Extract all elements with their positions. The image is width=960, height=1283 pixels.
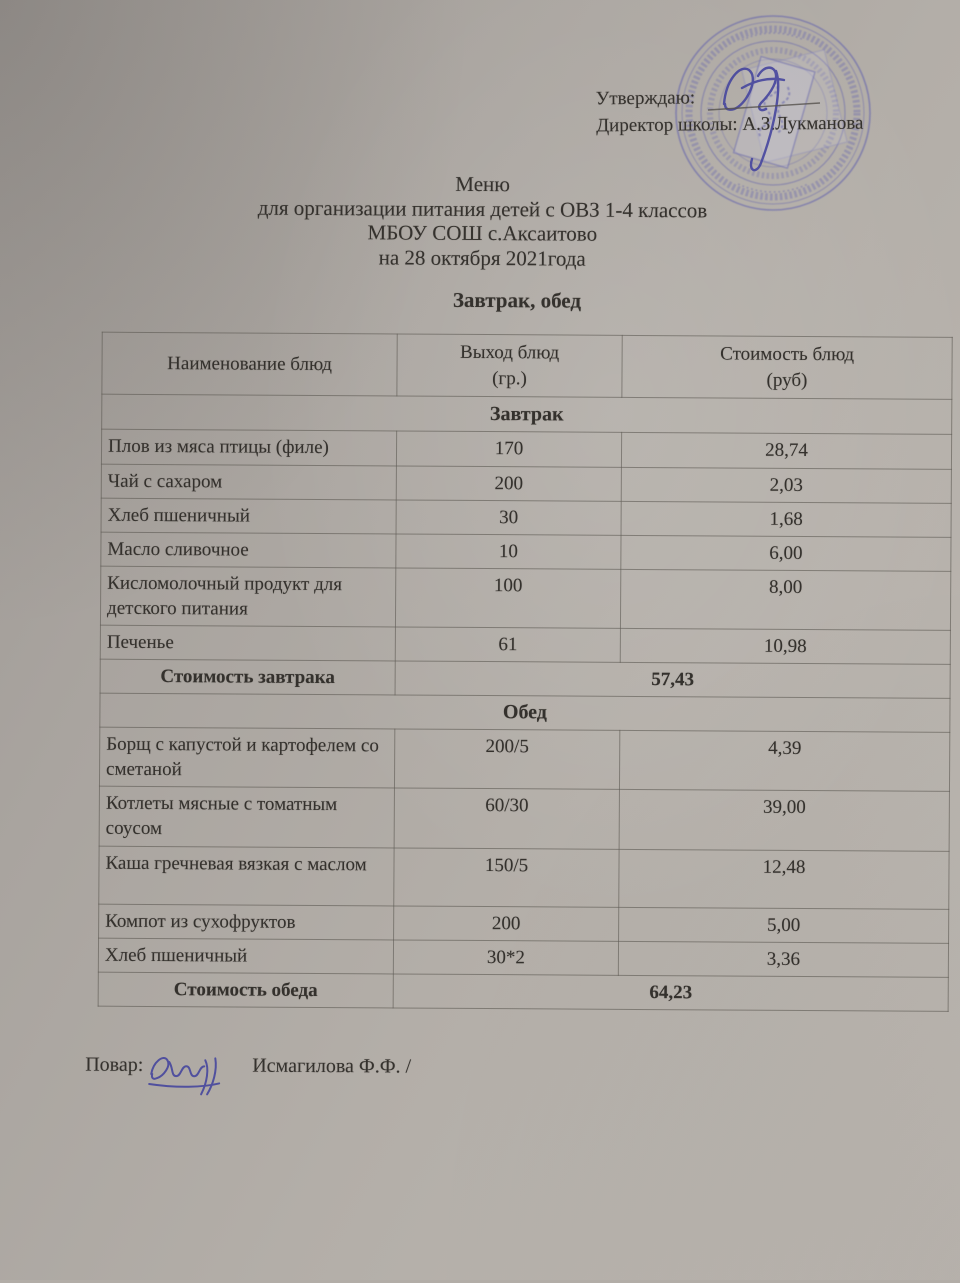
table-row: Хлеб пшеничный 30 1,68 [101, 498, 952, 538]
cook-signature-icon [148, 1057, 221, 1096]
table-header-row: Наименование блюд Выход блюд (гр.) Стоим… [101, 332, 953, 400]
breakfast-total-row: Стоимость завтрака 57,43 [100, 659, 951, 699]
table-row: Чай с сахаром 200 2,03 [101, 464, 952, 504]
table-row: Кисломолочный продукт для детского питан… [100, 566, 951, 631]
table-row: Борщ с капустой и картофелем со сметаной… [99, 727, 950, 792]
table-row: Компот из сухофруктов 200 5,00 [98, 904, 949, 944]
lunch-total-row: Стоимость обеда 64,23 [98, 972, 949, 1012]
table-row: Печенье 61 10,98 [100, 625, 951, 665]
header-price: Стоимость блюд (руб) [621, 335, 953, 400]
title-line4: на 28 октября 2021года [378, 244, 586, 271]
table-row: Хлеб пшеничный 30*2 3,36 [98, 938, 949, 978]
cook-label: Повар: [85, 1053, 144, 1076]
table-row: Плов из мяса птицы (филе) 170 28,74 [101, 429, 952, 470]
director-signature-icon [707, 66, 821, 172]
section-breakfast: Завтрак [101, 394, 952, 435]
table-row: Каша гречневая вязкая с маслом 150/5 12,… [98, 846, 950, 910]
section-lunch: Обед [99, 693, 951, 733]
menu-table: Наименование блюд Выход блюд (гр.) Стоим… [98, 332, 953, 1012]
table-row: Котлеты мясные с томатным соусом 60/30 3… [99, 786, 950, 852]
header-portion: Выход блюд (гр.) [396, 333, 623, 398]
table-row: Масло сливочное 10 6,00 [100, 532, 952, 572]
cook-name: Исмагилова Ф.Ф. / [252, 1054, 412, 1078]
meal-subtitle: Завтрак, обед [452, 287, 582, 313]
header-dish-name: Наименование блюд [101, 332, 398, 396]
